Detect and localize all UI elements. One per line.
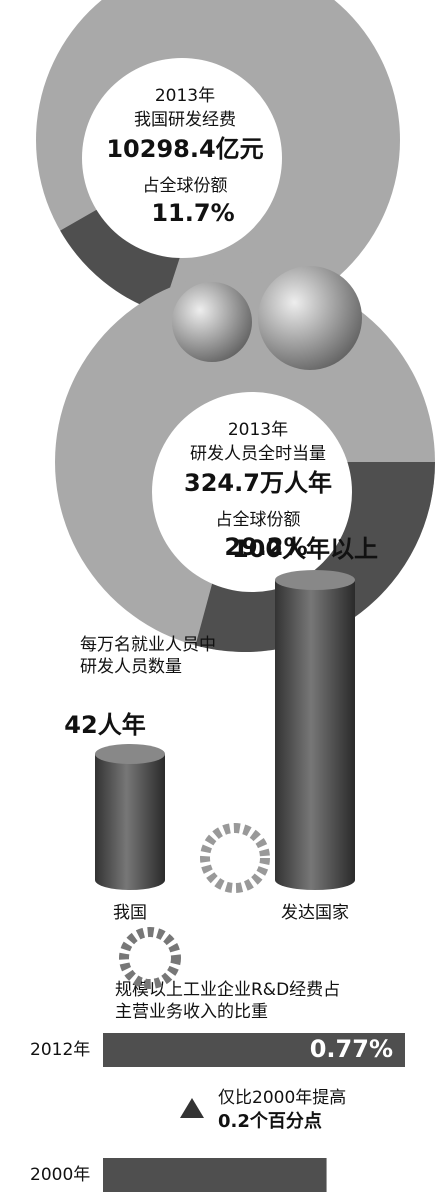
donut-text: 研发人员全时当量 [190, 444, 326, 464]
donut-text: 我国研发经费 [134, 110, 236, 130]
donut-text: 2013年 [228, 420, 288, 440]
bar-title: 每万名就业人员中 [80, 635, 216, 655]
category-label: 2000年 [30, 1165, 90, 1185]
donut-value-label: 11.7% [151, 199, 234, 227]
cylinder-top [275, 570, 355, 590]
donut-text: 324.7万人年 [184, 469, 332, 497]
up-triangle [180, 1098, 204, 1118]
annotation: 0.2个百分点 [218, 1110, 322, 1132]
annotation: 仅比2000年提高 [218, 1088, 346, 1108]
infographic: 2013年我国研发经费10298.4亿元占全球份额11.7%2013年研发人员全… [0, 0, 435, 1202]
barh-title: 主营业务收入的比重 [115, 1002, 268, 1022]
gear [205, 828, 265, 888]
barh-value-label: 0.77% [310, 1035, 393, 1063]
category-label: 我国 [113, 903, 147, 923]
donut-text: 占全球份额 [216, 510, 301, 530]
bar-value-label: 100人年以上 [232, 535, 378, 563]
category-label: 发达国家 [281, 903, 349, 923]
bar-value-label: 42人年 [64, 711, 145, 739]
barh [103, 1158, 327, 1192]
bar-title: 研发人员数量 [80, 657, 182, 677]
gear [124, 932, 176, 984]
category-label: 2012年 [30, 1040, 90, 1060]
donut-text: 2013年 [155, 86, 215, 106]
ball [258, 266, 362, 370]
donut-text: 10298.4亿元 [106, 135, 263, 163]
ball [172, 282, 252, 362]
cylinder [275, 580, 355, 890]
cylinder-top [95, 744, 165, 764]
donut-text: 占全球份额 [143, 176, 228, 196]
cylinder [95, 754, 165, 890]
